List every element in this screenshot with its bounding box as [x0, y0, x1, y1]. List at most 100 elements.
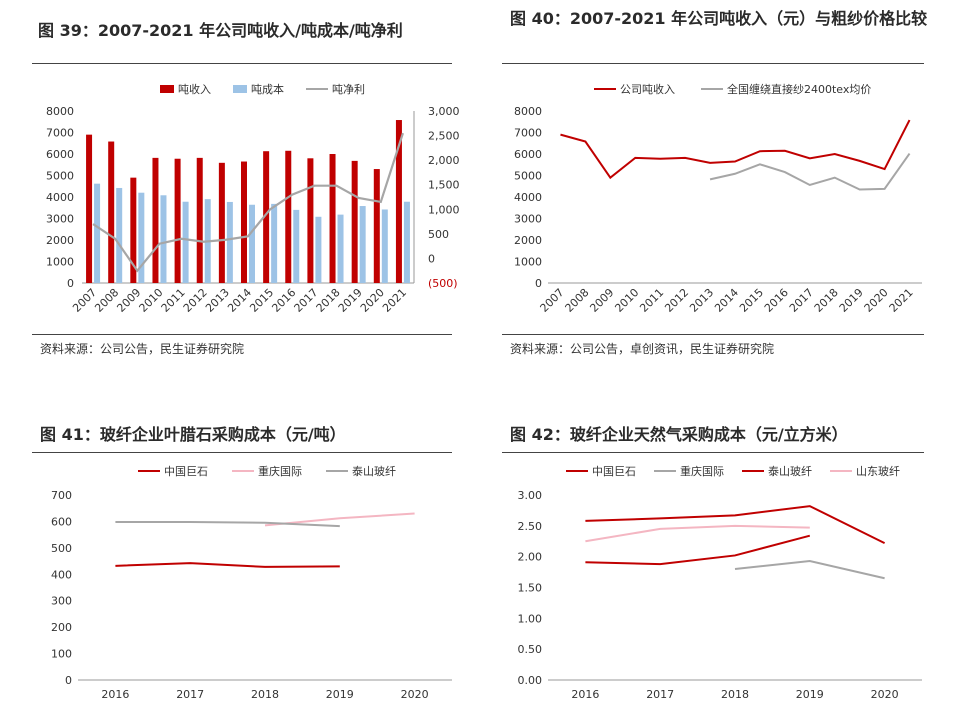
fig42-title: 图 42：玻纤企业天然气采购成本（元/立方米） [510, 425, 848, 444]
fig42-line-1 [734, 559, 885, 580]
fig40-xtick: 2020 [862, 286, 891, 315]
fig40-xtick: 2015 [737, 286, 766, 315]
fig39-bar-revenue [196, 157, 203, 283]
fig40-xtick: 2021 [887, 286, 916, 315]
fig39-bar-revenue [329, 154, 336, 283]
fig39-xtick: 2015 [247, 286, 276, 315]
fig39-xtick: 2008 [92, 286, 121, 315]
fig40-xtick: 2007 [538, 286, 567, 315]
fig42-ytick: 2.50 [518, 520, 543, 533]
legend-label-1: 吨成本 [251, 82, 284, 96]
fig42-title-rule [502, 452, 924, 453]
fig41-ytick: 300 [51, 595, 72, 608]
fig39-bar-revenue [263, 151, 270, 283]
legend-label-2: 吨净利 [332, 82, 365, 96]
fig39-bar-cost [138, 192, 145, 283]
fig41-title-rule [32, 452, 452, 453]
fig42-xtick: 2019 [796, 688, 824, 701]
fig39-bar-revenue [395, 120, 402, 283]
fig40-ytick: 1000 [514, 256, 542, 269]
fig40-ytick: 4000 [514, 191, 542, 204]
legend-label-0: 公司吨收入 [620, 82, 675, 96]
fig39-xtick: 2007 [70, 286, 99, 315]
fig39-ytick-left: 1000 [46, 256, 74, 269]
fig39-ytick-right: 0 [428, 252, 435, 265]
fig42-xtick: 2016 [571, 688, 599, 701]
fig39-source: 资料来源：公司公告，民生证券研究院 [40, 342, 245, 356]
fig39-xtick: 2011 [159, 286, 188, 315]
legend-label-1: 重庆国际 [680, 464, 724, 478]
fig39-ytick-right: (500) [428, 277, 458, 290]
fig39-bar-cost [160, 195, 167, 283]
legend-label-2: 泰山玻纤 [768, 464, 812, 478]
fig41-xtick: 2016 [101, 688, 129, 701]
legend-swatch-1 [233, 85, 247, 93]
fig39-ytick-right: 500 [428, 228, 449, 241]
legend-label-1: 全国缠绕直接纱2400tex均价 [727, 82, 871, 96]
legend-label-0: 中国巨石 [592, 465, 636, 478]
fig39-bar-cost [226, 201, 233, 283]
fig39-bar-cost [249, 204, 255, 283]
fig39-ytick-left: 4000 [46, 191, 74, 204]
fig40-xtick: 2017 [787, 286, 816, 315]
fig39-bar-cost [94, 183, 101, 283]
fig42-ytick: 0.50 [518, 643, 543, 656]
fig42-ytick: 1.00 [518, 612, 543, 625]
fig40-title: 图 40：2007-2021 年公司吨收入（元）与粗纱价格比较 [510, 9, 928, 28]
fig41-ytick: 200 [51, 621, 72, 634]
fig40-xtick: 2013 [687, 286, 716, 315]
fig41-xtick: 2020 [401, 688, 429, 701]
fig41-title: 图 41：玻纤企业叶腊石采购成本（元/吨） [40, 425, 346, 444]
fig39-bar-revenue [86, 134, 93, 283]
fig39-xtick: 2021 [380, 286, 409, 315]
fig39-bar-revenue [307, 158, 314, 283]
fig39-ytick-right: 2,500 [428, 130, 460, 143]
legend-label-0: 中国巨石 [164, 465, 208, 478]
fig39-bar-revenue [152, 157, 159, 283]
fig40-xtick: 2018 [812, 286, 841, 315]
fig40-ytick: 7000 [514, 127, 542, 140]
fig39-ytick-left: 5000 [46, 170, 74, 183]
fig39-bar-cost [182, 201, 189, 283]
fig39-line-netprofit [92, 132, 404, 273]
legend-label-0: 吨收入 [178, 82, 211, 96]
fig42-xtick: 2017 [646, 688, 674, 701]
legend-label-1: 重庆国际 [258, 464, 302, 478]
fig40-xtick: 2016 [762, 286, 791, 315]
fig39-bar-cost [293, 209, 300, 283]
fig39-bar-cost [116, 187, 123, 283]
fig41-ytick: 400 [51, 568, 72, 581]
fig39-xtick: 2010 [137, 286, 166, 315]
fig41-ytick: 700 [51, 489, 72, 502]
fig40-ytick: 5000 [514, 170, 542, 183]
fig39-bar-cost [315, 216, 322, 283]
fig39-bar-revenue [285, 150, 292, 283]
fig39-xtick: 2019 [336, 286, 365, 315]
fig40-xtick: 2019 [837, 286, 866, 315]
legend-swatch-0 [160, 85, 174, 93]
fig40-xtick: 2012 [662, 286, 691, 315]
fig39-bar-revenue [351, 160, 358, 283]
fig42-ytick: 1.50 [518, 582, 543, 595]
fig42-line-3 [585, 524, 810, 543]
fig41-ytick: 600 [51, 515, 72, 528]
fig40-ytick: 2000 [514, 234, 542, 247]
fig39-bottom-rule [32, 334, 452, 335]
fig41-ytick: 100 [51, 648, 72, 661]
fig40-ytick: 8000 [514, 105, 542, 118]
fig39-xtick: 2018 [314, 286, 343, 315]
fig40-xtick: 2010 [612, 286, 641, 315]
fig39-bar-cost [403, 201, 410, 283]
fig39-bar-revenue [241, 161, 247, 283]
fig39-ytick-left: 8000 [46, 105, 74, 118]
fig39-xtick: 2020 [358, 286, 387, 315]
fig40-source: 资料来源：公司公告，卓创资讯，民生证券研究院 [510, 342, 775, 356]
fig39-ytick-right: 1,500 [428, 179, 460, 192]
fig41-ytick: 0 [65, 674, 72, 687]
fig39-ytick-right: 2,000 [428, 154, 460, 167]
legend-label-3: 山东玻纤 [856, 465, 900, 478]
fig41-xtick: 2018 [251, 688, 279, 701]
fig39-ytick-right: 1,000 [428, 203, 460, 216]
fig42-ytick: 2.00 [518, 551, 543, 564]
